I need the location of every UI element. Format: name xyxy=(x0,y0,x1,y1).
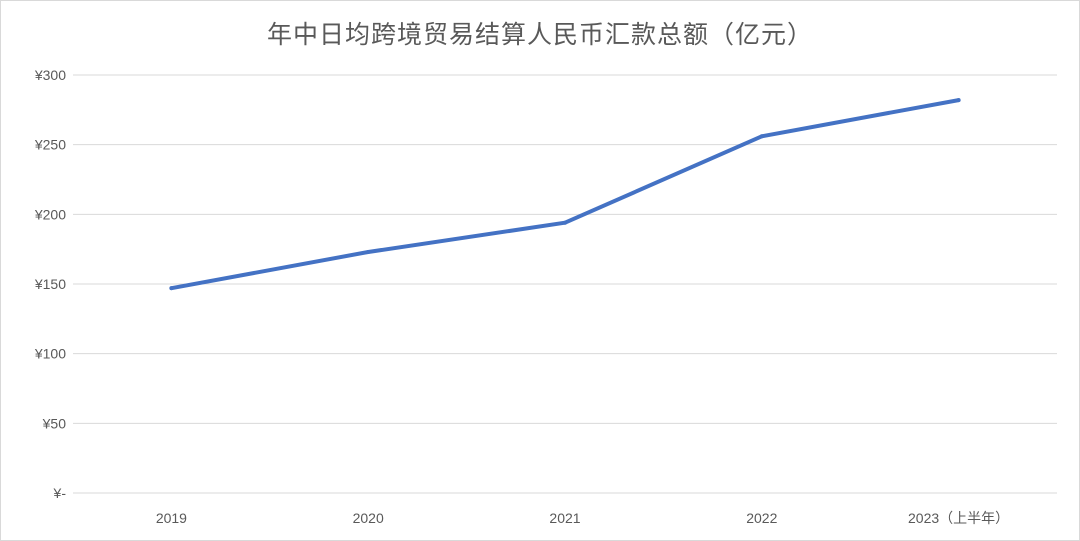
y-tick-label: ¥150 xyxy=(34,276,66,292)
series-line xyxy=(169,98,961,291)
y-tick-label: ¥300 xyxy=(34,67,66,83)
data-point xyxy=(563,220,567,225)
y-tick-label: ¥200 xyxy=(34,206,66,222)
x-tick-label: 2021 xyxy=(549,510,580,526)
data-point xyxy=(366,249,371,254)
x-tick-label: 2022 xyxy=(746,510,777,526)
data-point xyxy=(759,134,764,139)
y-tick-label: ¥100 xyxy=(34,346,66,362)
data-point xyxy=(956,98,961,103)
y-tick-label: ¥250 xyxy=(34,137,66,153)
x-tick-label: 2023（上半年） xyxy=(908,510,1009,526)
data-point xyxy=(169,286,174,291)
x-tick-label: 2020 xyxy=(353,510,384,526)
chart-title: 年中日均跨境贸易结算人民币汇款总额（亿元） xyxy=(266,20,813,49)
y-tick-label: ¥50 xyxy=(42,415,67,431)
y-tick-label: ¥- xyxy=(53,485,67,501)
x-tick-label: 2019 xyxy=(156,510,187,526)
